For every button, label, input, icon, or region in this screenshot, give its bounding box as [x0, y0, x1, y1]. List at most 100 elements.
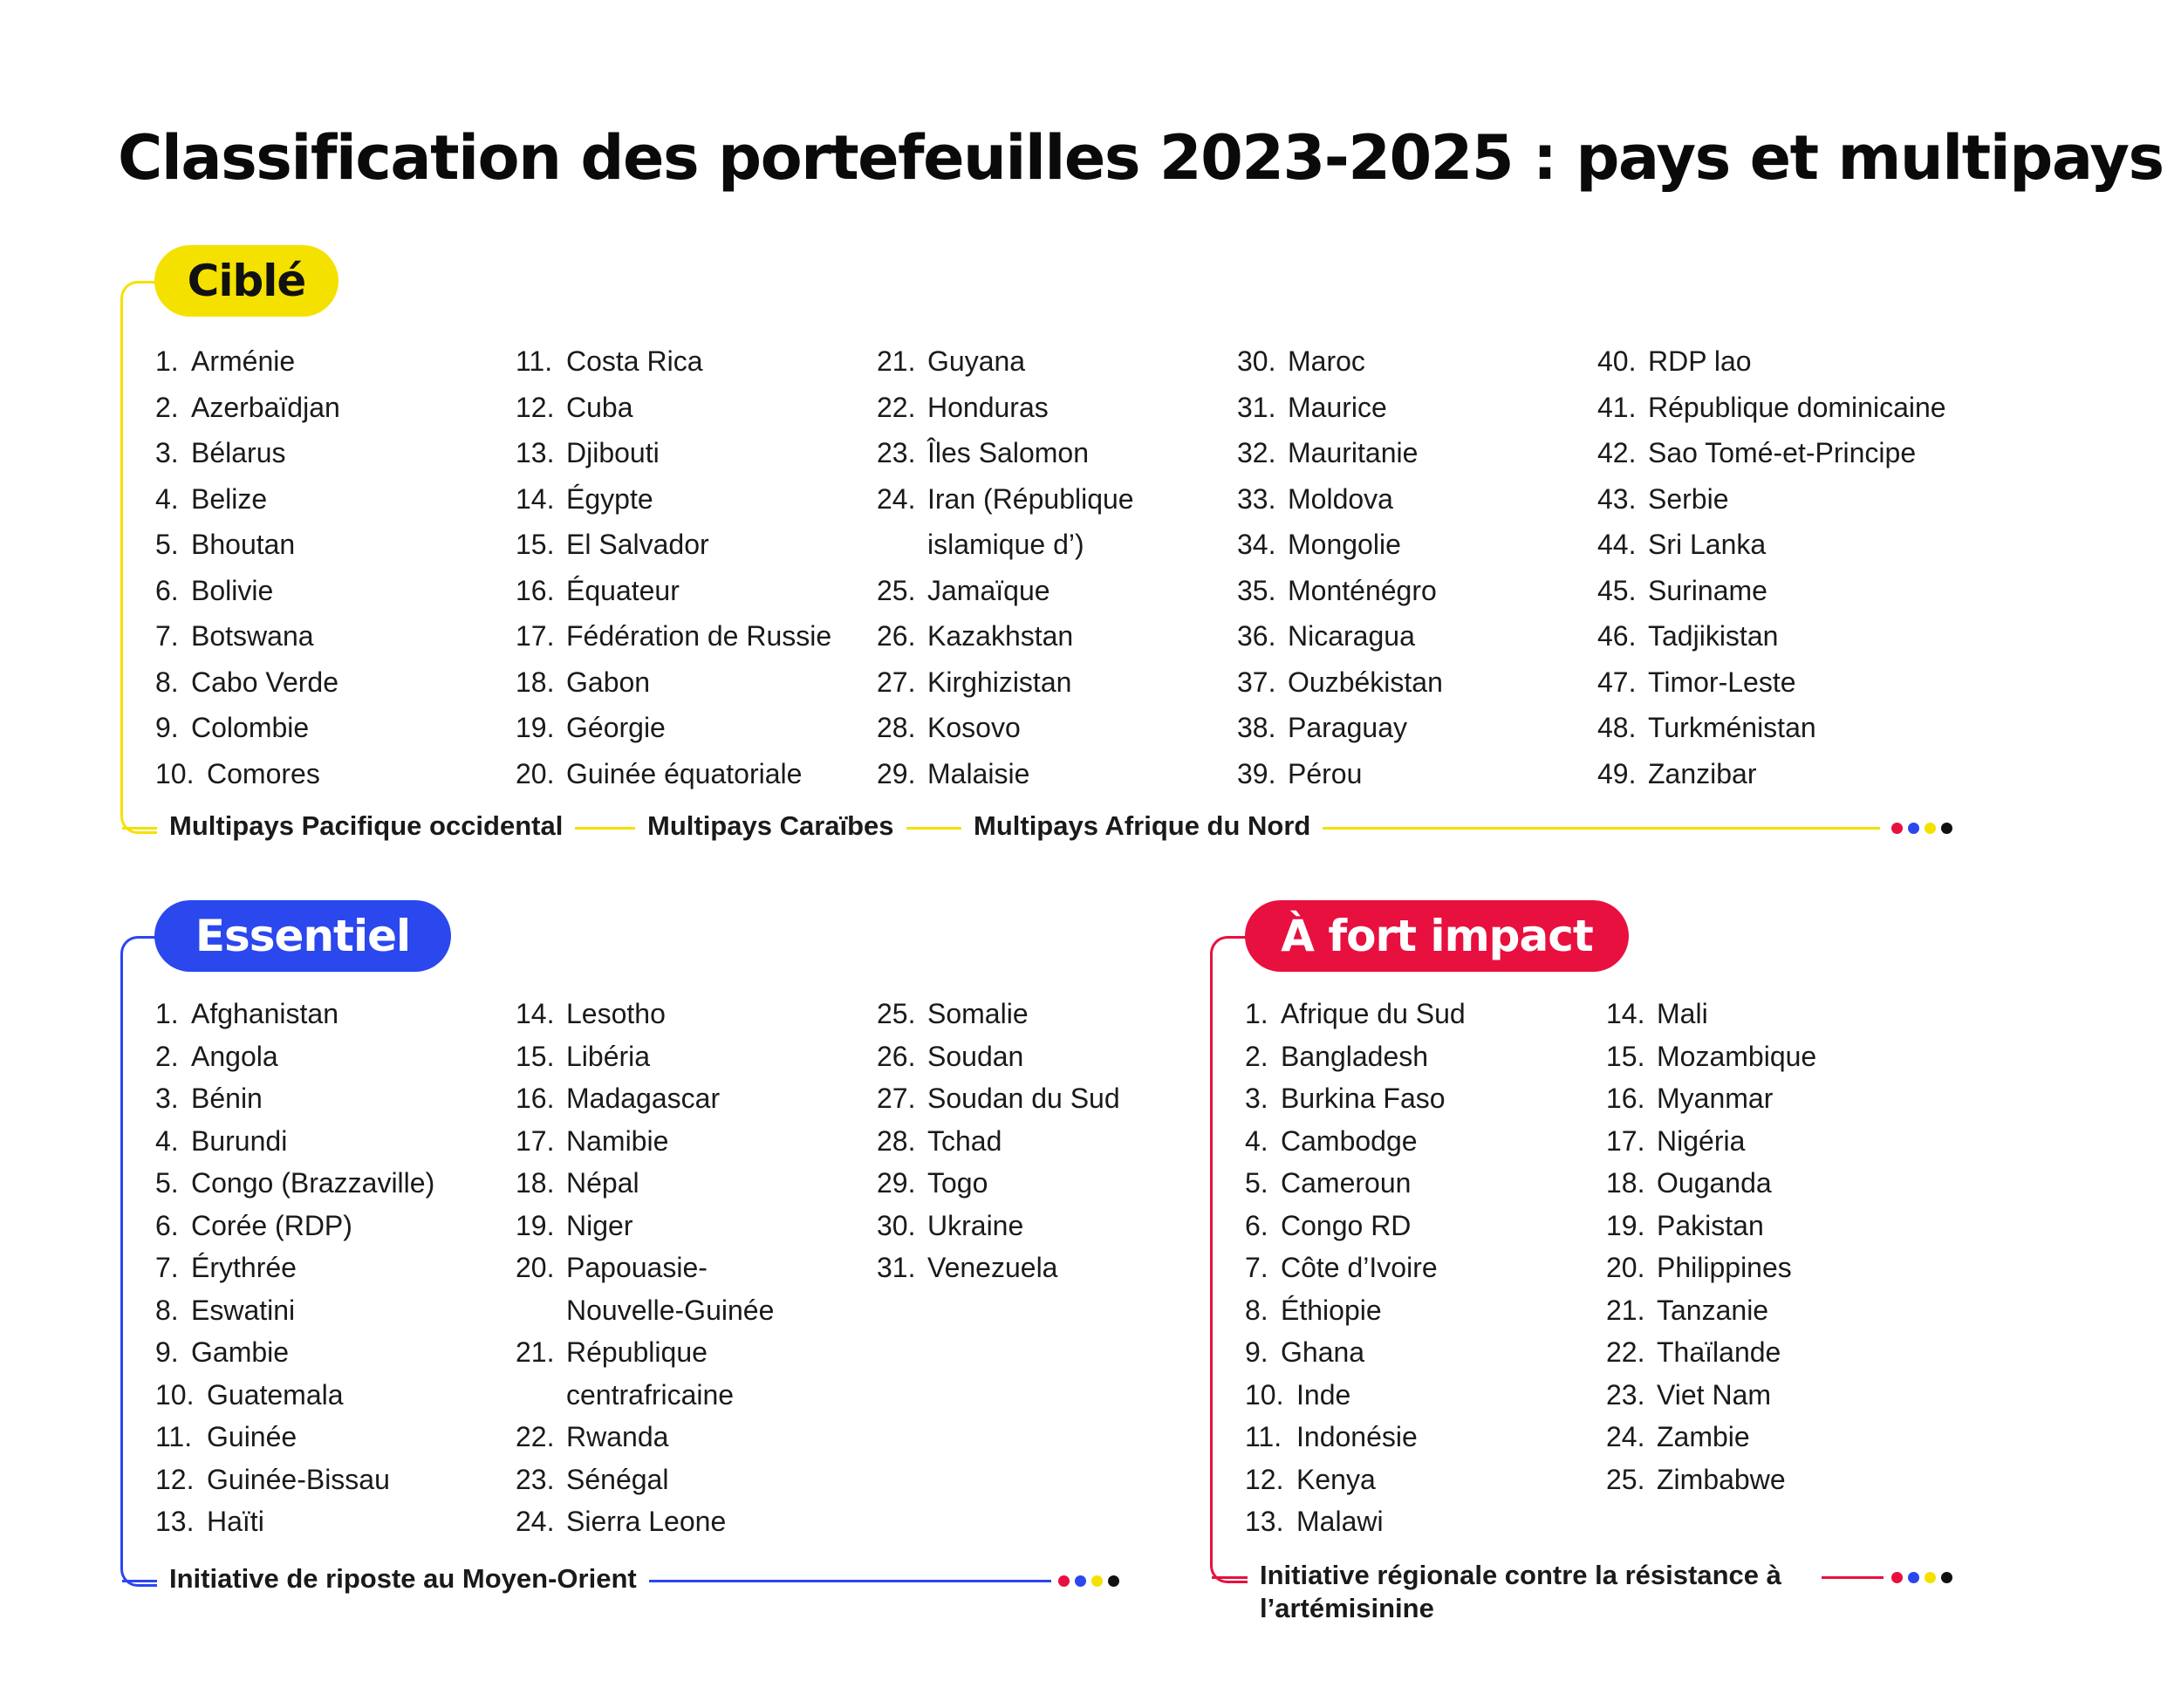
list-item-number: 38.	[1237, 712, 1276, 743]
country-name: Égypte	[566, 482, 653, 515]
list-item: 7. Côte d’Ivoire	[1245, 1247, 1594, 1289]
list-item: 27. Kirghizistan	[877, 659, 1226, 706]
country-name: Guinée équatoriale	[566, 757, 803, 789]
country-name: Timor-Leste	[1648, 666, 1796, 698]
list-item-number: 12.	[516, 391, 555, 423]
list-item: 7. Érythrée	[155, 1247, 504, 1289]
country-name: Moldova	[1288, 482, 1393, 515]
list-item: 25. Zimbabwe	[1606, 1459, 1955, 1501]
list-item-number: 24.	[877, 482, 916, 515]
country-name: Bénin	[191, 1083, 263, 1114]
country-name: République dominicaine	[1648, 391, 1946, 423]
list-item: 48. Turkménistan	[1597, 705, 1990, 751]
list-item-number: 18.	[516, 1167, 555, 1199]
list-item: 12. Guinée-Bissau	[155, 1459, 504, 1501]
page-title: Classification des portefeuilles 2023-20…	[118, 122, 2164, 194]
country-name: Kenya	[1296, 1463, 1376, 1495]
list-item-number: 29.	[877, 757, 916, 789]
country-name: Nicaragua	[1288, 620, 1415, 652]
list-item-number: 8.	[155, 666, 179, 698]
list-item: 24. Iran (République islamique d’)	[877, 476, 1226, 568]
country-name: Haïti	[207, 1506, 264, 1537]
list-item-number: 29.	[877, 1167, 916, 1199]
country-name: Afrique du Sud	[1281, 998, 1466, 1029]
impact-dots	[1891, 1572, 1952, 1583]
list-item: 16. Équateur	[516, 568, 865, 614]
list-item-number: 32.	[1237, 437, 1276, 468]
list-item-number: 19.	[1606, 1209, 1645, 1241]
country-name: Somalie	[927, 998, 1029, 1029]
list-item-number: 14.	[516, 998, 555, 1029]
list-item: 47. Timor-Leste	[1597, 659, 1990, 706]
country-name: Honduras	[927, 391, 1049, 423]
cible-bracket	[120, 281, 175, 834]
list-item-number: 44.	[1597, 529, 1637, 560]
list-item: 21. Tanzanie	[1606, 1289, 1955, 1332]
cible-dots	[1891, 823, 1952, 834]
country-name: Congo (Brazzaville)	[191, 1167, 435, 1199]
list-item: 14. Mali	[1606, 993, 1955, 1035]
country-name: Burkina Faso	[1281, 1083, 1446, 1114]
list-item-number: 37.	[1237, 666, 1276, 698]
list-item-number: 2.	[155, 391, 179, 423]
list-item-number: 1.	[155, 345, 179, 377]
country-name: Maroc	[1288, 345, 1365, 377]
list-item: 41. République dominicaine	[1597, 385, 1990, 431]
list-item: 15. El Salvador	[516, 522, 865, 568]
list-item: 44. Sri Lanka	[1597, 522, 1990, 568]
country-name: Cambodge	[1281, 1124, 1418, 1157]
country-name: Togo	[927, 1167, 988, 1199]
country-name: Madagascar	[566, 1083, 721, 1114]
country-name: Afghanistan	[191, 998, 339, 1029]
list-item: 4. Cambodge	[1245, 1120, 1594, 1163]
country-name: Belize	[191, 482, 268, 515]
list-item-number: 7.	[155, 1252, 179, 1283]
list-item-number: 31.	[877, 1252, 916, 1283]
cible-col-2: 11. Costa Rica 12. Cuba 13. Djibouti 14. Égypte…	[516, 338, 865, 796]
list-item: 29. Malaisie	[877, 751, 1226, 797]
list-item-number: 25.	[877, 574, 916, 606]
list-item: 9. Colombie	[155, 705, 504, 751]
list-item-number: 5.	[1245, 1167, 1268, 1199]
list-item-number: 14.	[516, 482, 555, 515]
country-name: Corée (RDP)	[191, 1209, 352, 1241]
country-name: Soudan	[927, 1040, 1024, 1072]
list-item-number: 10.	[1245, 1378, 1284, 1411]
list-item: 11. Indonésie	[1245, 1416, 1594, 1459]
country-name: Népal	[566, 1167, 639, 1199]
country-name: Cuba	[566, 391, 633, 423]
list-item-number: 3.	[155, 437, 179, 468]
list-item-number: 31.	[1237, 391, 1276, 423]
list-item-number: 3.	[155, 1083, 179, 1114]
list-item: 13. Malawi	[1245, 1500, 1594, 1543]
list-item: 12. Kenya	[1245, 1459, 1594, 1501]
country-name: El Salvador	[566, 529, 709, 560]
list-item-number: 30.	[1237, 345, 1276, 377]
list-item-number: 3.	[1245, 1083, 1268, 1114]
list-item: 2. Azerbaïdjan	[155, 385, 504, 431]
country-name: Serbie	[1648, 482, 1729, 515]
list-item-number: 1.	[1245, 998, 1268, 1029]
list-item: 5. Bhoutan	[155, 522, 504, 568]
list-item-number: 45.	[1597, 574, 1637, 606]
country-name: Angola	[191, 1040, 278, 1072]
list-item: 5. Cameroun	[1245, 1162, 1594, 1205]
list-item: 1. Arménie	[155, 338, 504, 385]
list-item: 9. Gambie	[155, 1331, 504, 1374]
list-item-number: 28.	[877, 1124, 916, 1157]
list-item-number: 4.	[155, 482, 179, 515]
list-item-number: 1.	[155, 998, 179, 1029]
country-name: Côte d’Ivoire	[1281, 1252, 1438, 1283]
list-item: 11. Costa Rica	[516, 338, 865, 385]
list-item: 31. Maurice	[1237, 385, 1586, 431]
list-item-number: 39.	[1237, 757, 1276, 789]
country-name: Mongolie	[1288, 529, 1401, 560]
country-name: Éthiopie	[1281, 1294, 1382, 1326]
list-item-number: 33.	[1237, 482, 1276, 515]
list-item-number: 5.	[155, 529, 179, 560]
list-item: 6. Congo RD	[1245, 1205, 1594, 1247]
list-item-number: 16.	[516, 574, 555, 606]
list-item-number: 23.	[877, 437, 916, 468]
list-item-number: 35.	[1237, 574, 1276, 606]
essentiel-multicountry-1: Initiative de riposte au Moyen-Orient	[157, 1563, 649, 1595]
